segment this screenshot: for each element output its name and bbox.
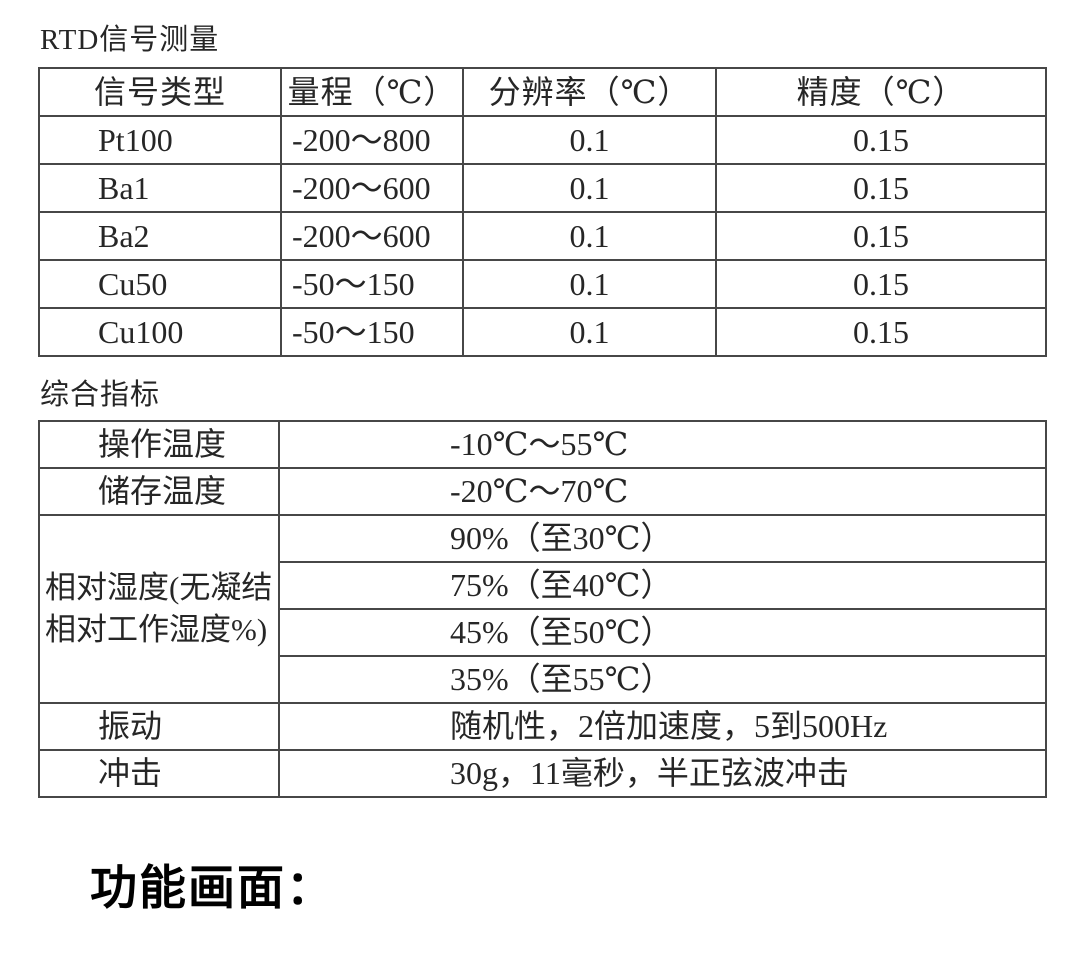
rtd-cell-range: -200～600 — [280, 211, 464, 262]
rtd-cell-type: Pt100 — [38, 115, 282, 166]
spec-value-humidity-1: 90%（至30℃） — [278, 513, 1047, 563]
table-row: 振动 随机性，2倍加速度，5到500Hz — [38, 701, 1047, 751]
spec-value-storage-temp: -20℃～70℃ — [278, 466, 1047, 516]
rtd-cell-resolution: 0.1 — [462, 163, 717, 214]
general-section-title: 综合指标 — [40, 379, 161, 412]
spec-label-storage-temp: 储存温度 — [38, 466, 280, 516]
function-screen-heading: 功能画面： — [90, 860, 335, 914]
rtd-cell-range: -50～150 — [280, 307, 464, 358]
spec-value-shock: 30g，11毫秒，半正弦波冲击 — [278, 748, 1047, 798]
spec-value-humidity-2: 75%（至40℃） — [278, 560, 1047, 610]
rtd-cell-type: Cu50 — [38, 259, 282, 310]
rtd-cell-resolution: 0.1 — [462, 115, 717, 166]
rtd-cell-resolution: 0.1 — [462, 211, 717, 262]
table-row: Cu100 -50～150 0.1 0.15 — [38, 307, 1047, 358]
spec-value-humidity-3: 45%（至50℃） — [278, 607, 1047, 657]
spec-value-operating-temp: -10℃～55℃ — [278, 419, 1047, 469]
rtd-cell-type: Ba2 — [38, 211, 282, 262]
rtd-header-accuracy: 精度（℃） — [715, 67, 1047, 118]
table-row: 75%（至40℃） — [39, 560, 1047, 610]
rtd-cell-range: -200～800 — [280, 115, 464, 166]
spec-value-vibration: 随机性，2倍加速度，5到500Hz — [278, 701, 1047, 751]
spec-label-shock: 冲击 — [38, 748, 280, 798]
table-row: 相对湿度(无凝结 相对工作湿度%) 90%（至30℃） — [38, 513, 1047, 704]
rtd-cell-range: -200～600 — [280, 163, 464, 214]
table-row: 冲击 30g，11毫秒，半正弦波冲击 — [38, 748, 1047, 798]
rtd-header-row: 信号类型 量程（℃） 分辨率（℃） 精度（℃） — [38, 67, 1047, 118]
rtd-header-resolution: 分辨率（℃） — [462, 67, 717, 118]
rtd-cell-accuracy: 0.15 — [715, 163, 1047, 214]
table-row: Cu50 -50～150 0.1 0.15 — [38, 259, 1047, 310]
rtd-cell-resolution: 0.1 — [462, 307, 717, 358]
table-row: Ba1 -200～600 0.1 0.15 — [38, 163, 1047, 214]
spec-value-humidity-4: 35%（至55℃） — [278, 654, 1047, 704]
spec-label-vibration: 振动 — [38, 701, 280, 751]
table-row: 35%（至55℃） — [39, 654, 1047, 704]
rtd-signal-table: 信号类型 量程（℃） 分辨率（℃） 精度（℃） Pt100 -200～800 0… — [38, 67, 1047, 358]
spec-label-operating-temp: 操作温度 — [38, 419, 280, 469]
rtd-cell-resolution: 0.1 — [462, 259, 717, 310]
table-row: Pt100 -200～800 0.1 0.15 — [38, 115, 1047, 166]
rtd-header-signal-type: 信号类型 — [38, 67, 282, 118]
table-row: 操作温度 -10℃～55℃ — [38, 419, 1047, 469]
table-row: Ba2 -200～600 0.1 0.15 — [38, 211, 1047, 262]
rtd-cell-accuracy: 0.15 — [715, 259, 1047, 310]
rtd-cell-accuracy: 0.15 — [715, 211, 1047, 262]
table-row: 储存温度 -20℃～70℃ — [38, 466, 1047, 516]
rtd-cell-accuracy: 0.15 — [715, 307, 1047, 358]
rtd-cell-range: -50～150 — [280, 259, 464, 310]
humidity-label-line-1: 相对湿度(无凝结 — [45, 569, 273, 605]
humidity-label-line-2: 相对工作湿度%) — [45, 611, 268, 647]
spec-label-humidity: 相对湿度(无凝结 相对工作湿度%) — [38, 513, 280, 704]
general-spec-table: 操作温度 -10℃～55℃ 储存温度 -20℃～70℃ 相对湿度(无凝结 相对工… — [38, 419, 1047, 798]
rtd-section-title: RTD信号测量 — [40, 24, 220, 56]
rtd-header-range: 量程（℃） — [280, 67, 464, 118]
rtd-cell-type: Cu100 — [38, 307, 282, 358]
table-row: 45%（至50℃） — [39, 607, 1047, 657]
rtd-cell-accuracy: 0.15 — [715, 115, 1047, 166]
rtd-cell-type: Ba1 — [38, 163, 282, 214]
